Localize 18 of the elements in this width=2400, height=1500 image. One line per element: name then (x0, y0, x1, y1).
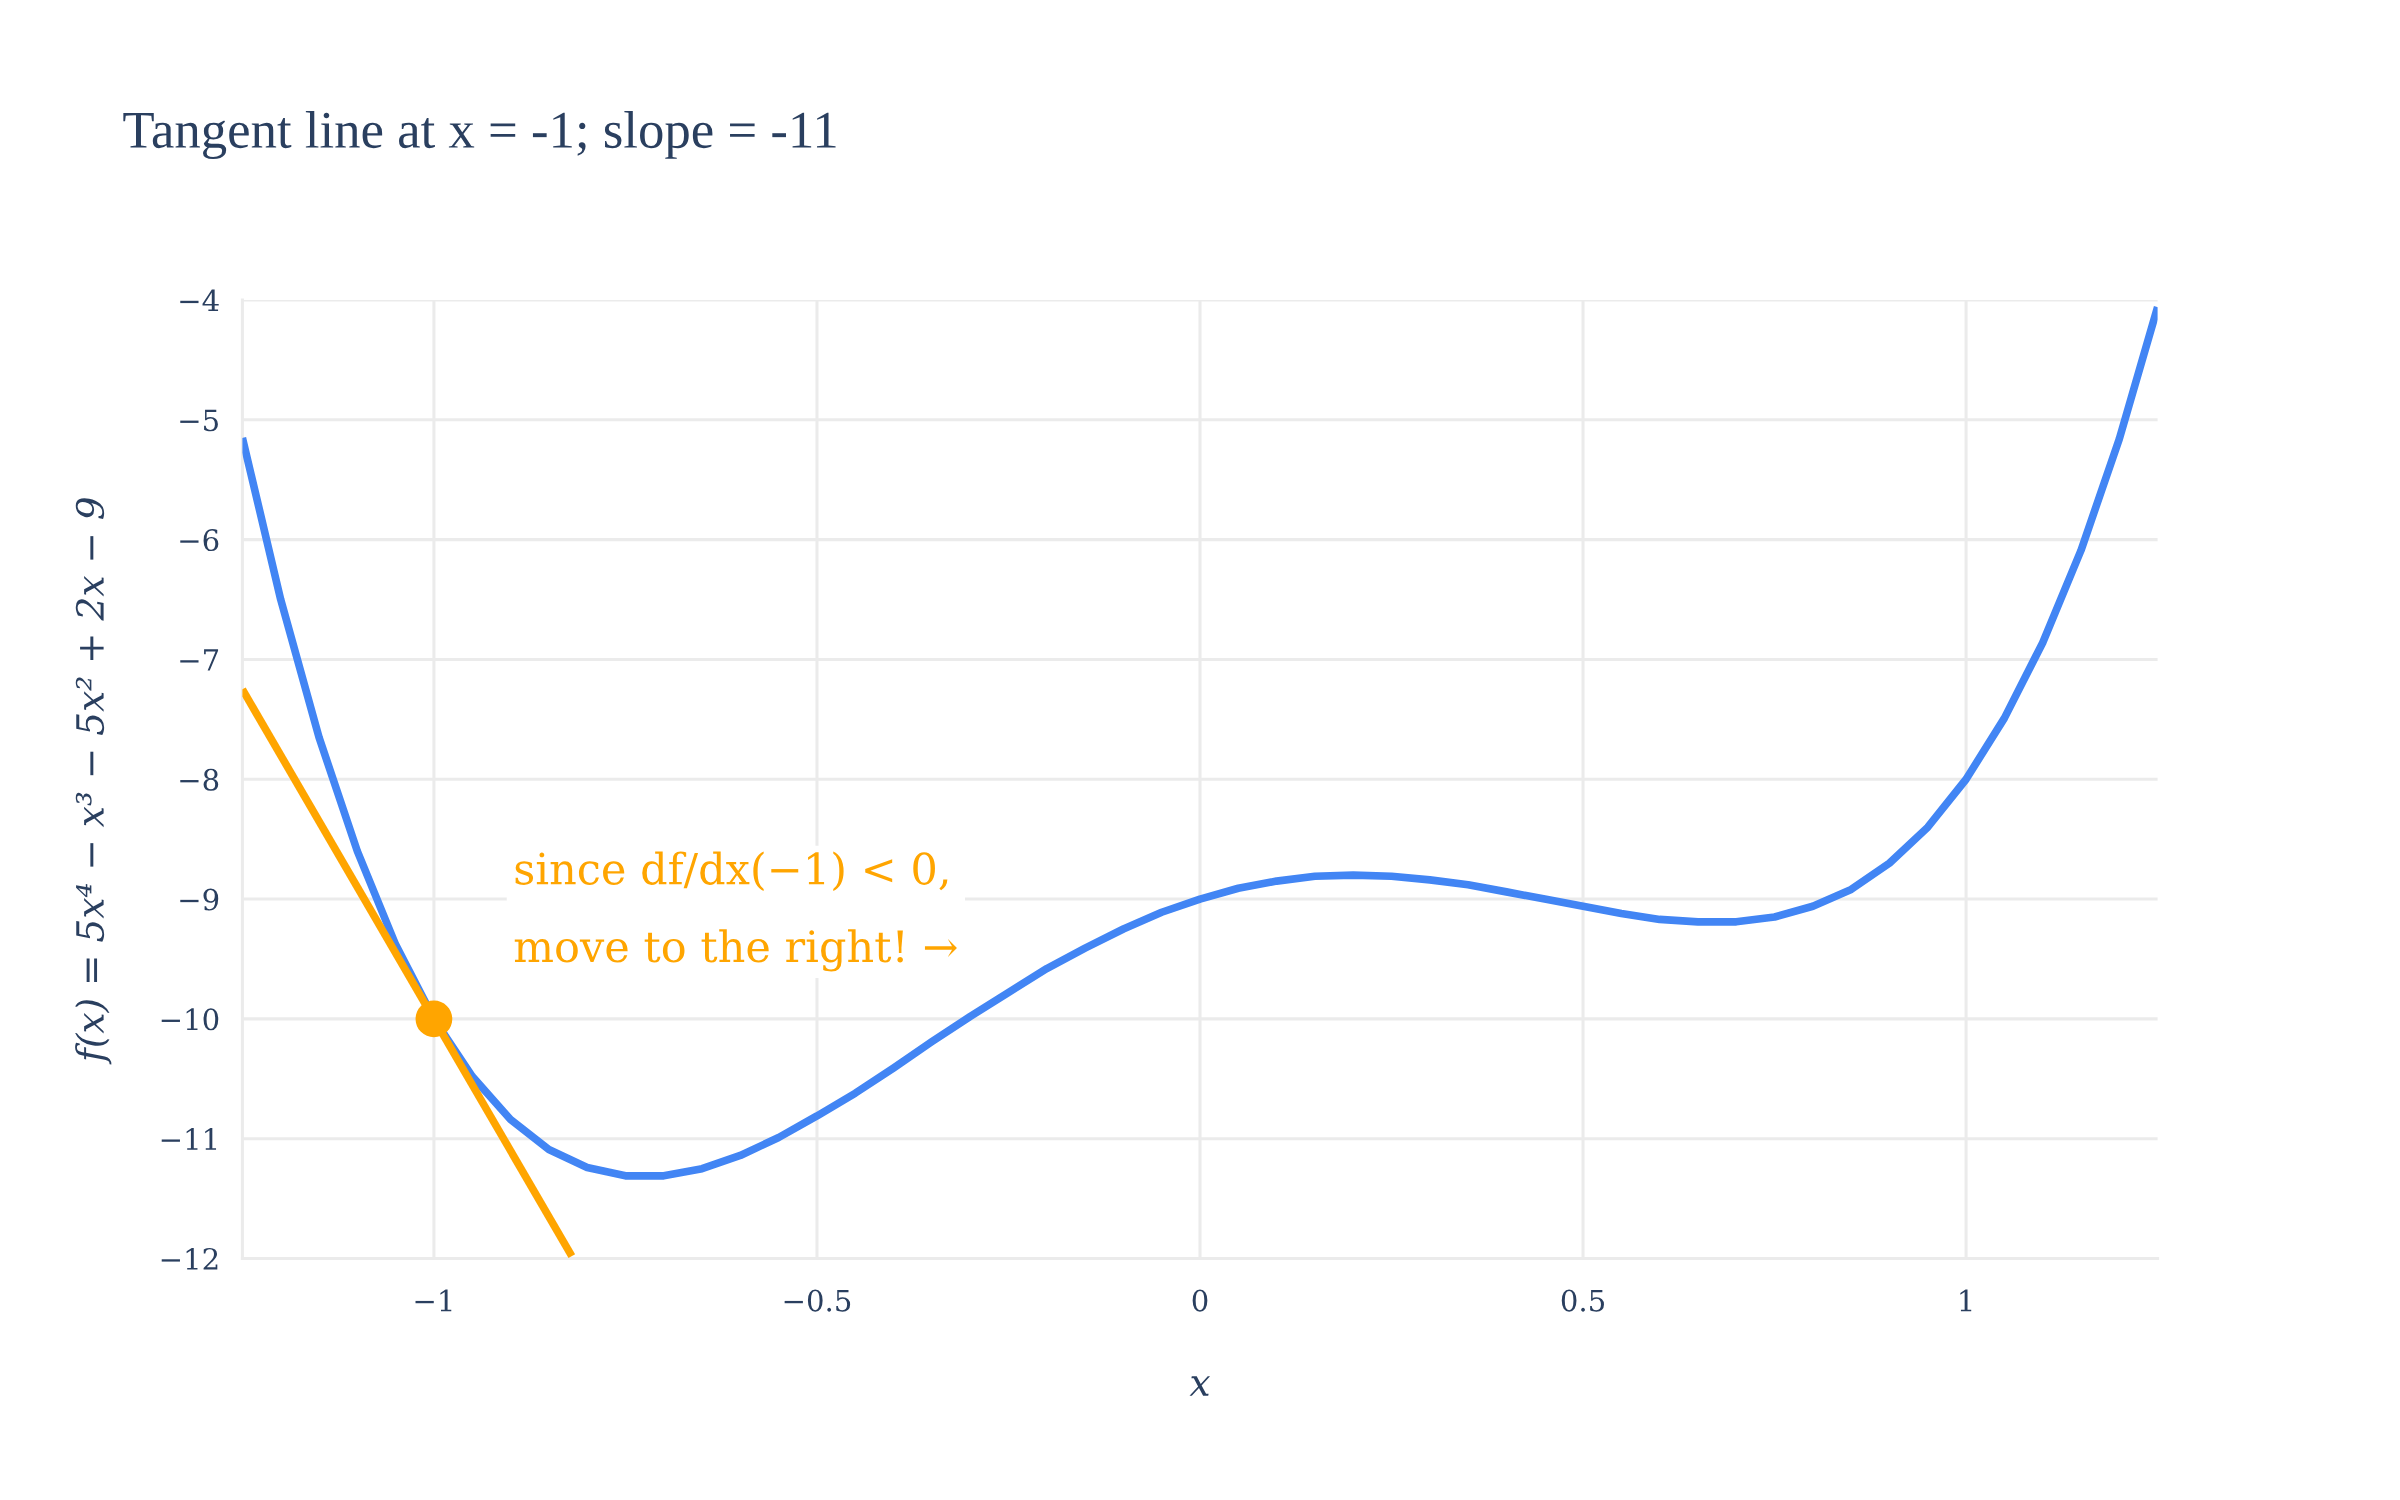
y-tick-label: −11 (161, 1128, 217, 1150)
y-tick-label: −10 (161, 1008, 219, 1031)
x-tick-label: −1 (415, 1289, 452, 1312)
x-axis-title: x (1189, 1376, 1211, 1396)
y-axis-title: f(x) = 5x⁴ − x³ − 5x² + 2x − 9 (75, 498, 112, 1065)
y-tick-label: −6 (180, 529, 219, 552)
chart-title: Tangent line at x = -1; slope = -11 (123, 110, 836, 160)
annotation: since df/dx(−1) < 0, move to the right! → (514, 851, 957, 972)
x-tick-label: 0 (1192, 1289, 1208, 1312)
x-tick-label: 1 (1960, 1289, 1972, 1312)
y-tick-label: −12 (161, 1247, 218, 1270)
y-tick-label: −5 (180, 409, 218, 432)
y-tick-label: −8 (180, 768, 219, 791)
y-tick-label: −4 (180, 289, 219, 312)
x-tick-label: 0.5 (1561, 1289, 1604, 1312)
y-tick-label: −9 (180, 888, 219, 911)
y-tick-label: −7 (180, 649, 219, 671)
x-tick-label: −0.5 (784, 1289, 851, 1312)
